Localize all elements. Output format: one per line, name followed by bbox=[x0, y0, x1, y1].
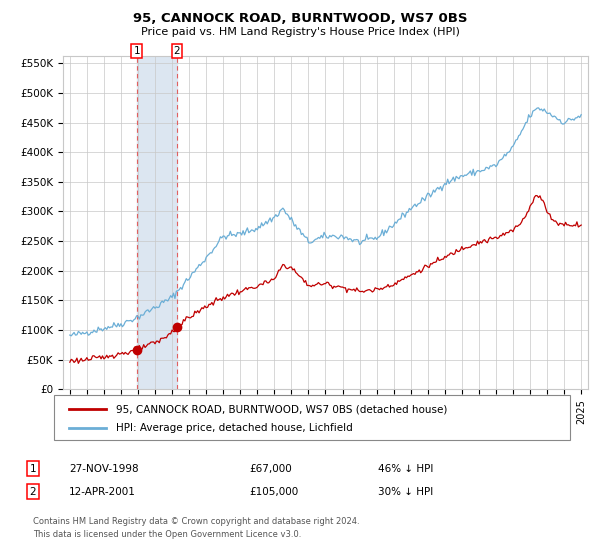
Text: HPI: Average price, detached house, Lichfield: HPI: Average price, detached house, Lich… bbox=[116, 423, 353, 433]
Text: 27-NOV-1998: 27-NOV-1998 bbox=[69, 464, 139, 474]
FancyBboxPatch shape bbox=[54, 395, 570, 440]
Text: 1: 1 bbox=[29, 464, 37, 474]
Text: 1: 1 bbox=[133, 46, 140, 56]
Text: 95, CANNOCK ROAD, BURNTWOOD, WS7 0BS (detached house): 95, CANNOCK ROAD, BURNTWOOD, WS7 0BS (de… bbox=[116, 404, 447, 414]
Text: 2: 2 bbox=[29, 487, 37, 497]
Bar bbox=[137, 56, 177, 389]
Text: 46% ↓ HPI: 46% ↓ HPI bbox=[378, 464, 433, 474]
Text: 2: 2 bbox=[173, 46, 180, 56]
Text: £67,000: £67,000 bbox=[249, 464, 292, 474]
Text: 12-APR-2001: 12-APR-2001 bbox=[69, 487, 136, 497]
Text: Price paid vs. HM Land Registry's House Price Index (HPI): Price paid vs. HM Land Registry's House … bbox=[140, 27, 460, 37]
Text: £105,000: £105,000 bbox=[249, 487, 298, 497]
Text: 30% ↓ HPI: 30% ↓ HPI bbox=[378, 487, 433, 497]
Text: Contains HM Land Registry data © Crown copyright and database right 2024.
This d: Contains HM Land Registry data © Crown c… bbox=[33, 517, 359, 539]
Text: 95, CANNOCK ROAD, BURNTWOOD, WS7 0BS: 95, CANNOCK ROAD, BURNTWOOD, WS7 0BS bbox=[133, 12, 467, 25]
